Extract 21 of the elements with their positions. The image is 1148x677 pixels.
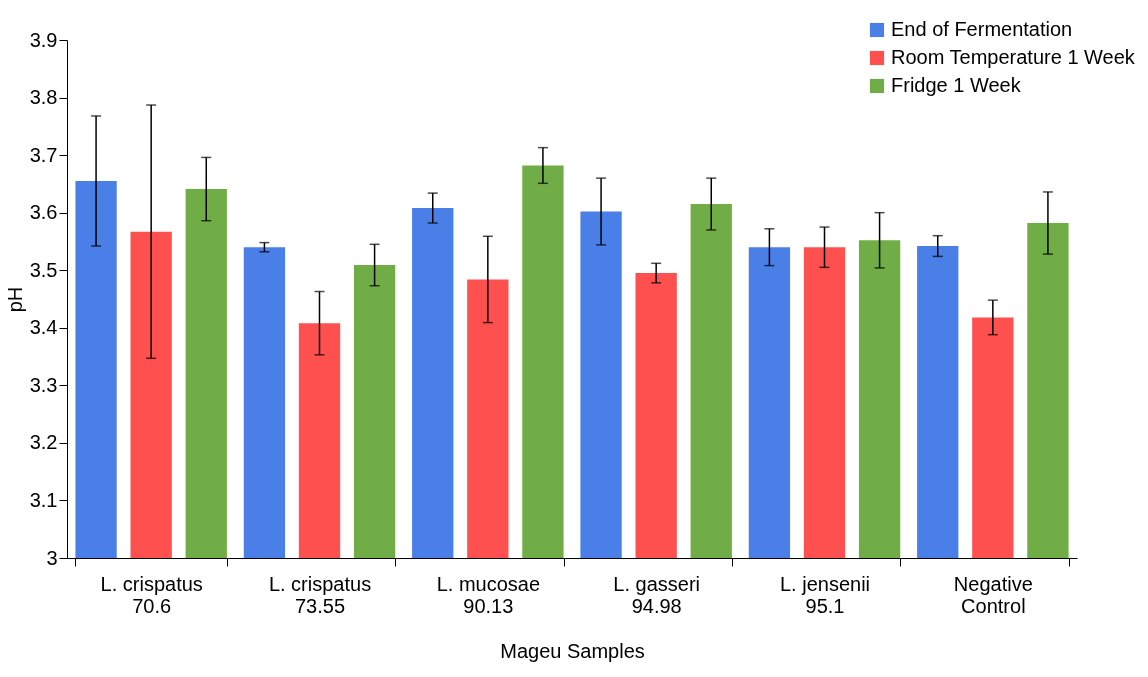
y-tick-label: 3.7 xyxy=(29,143,58,166)
x-tick-label: L. gasseri 94.98 xyxy=(613,572,701,617)
x-tick-label: L. jensenii 95.1 xyxy=(779,572,871,617)
y-tick-label: 3.3 xyxy=(29,373,58,396)
y-tick-label: 3.1 xyxy=(29,488,58,511)
y-tick-label: 3.5 xyxy=(29,258,58,281)
y-tick-label: 3 xyxy=(46,546,58,569)
y-tick-label: 3.4 xyxy=(29,316,58,339)
x-tick-label: L. mucosae 90.13 xyxy=(436,572,541,617)
x-tick-label: L. crispatus 70.6 xyxy=(100,572,203,617)
y-tick-label: 3.8 xyxy=(29,86,58,109)
x-tick-label: Negative Control xyxy=(953,572,1033,617)
y-axis-title: pH xyxy=(3,286,26,313)
y-tick-label: 3.2 xyxy=(29,431,58,454)
y-tick-label: 3.6 xyxy=(29,201,58,224)
x-tick-label: L. crispatus 73.55 xyxy=(268,572,372,617)
legend-label: Room Temperature 1 Week xyxy=(891,46,1136,68)
legend-label: Fridge 1 Week xyxy=(891,74,1022,96)
x-axis-title: Mageu Samples xyxy=(500,639,645,662)
y-tick-label: 3.9 xyxy=(29,28,58,51)
legend-label: End of Fermentation xyxy=(891,18,1073,40)
